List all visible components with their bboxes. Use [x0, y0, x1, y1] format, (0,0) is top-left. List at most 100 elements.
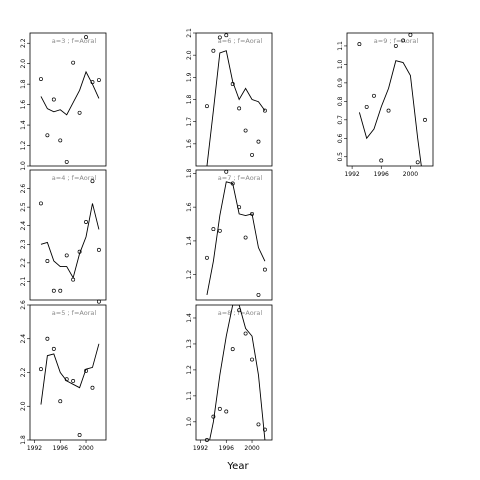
data-point	[237, 308, 242, 313]
fitted-line	[40, 343, 100, 405]
data-point	[408, 32, 413, 37]
data-point	[262, 267, 267, 272]
data-point	[45, 259, 50, 263]
data-point	[77, 249, 82, 254]
data-point	[256, 292, 261, 297]
data-point	[45, 336, 50, 341]
data-point	[237, 205, 242, 210]
panel-1: 1.0 1.2 1.4 1.6 1.8 2.0 2.2 a=3 ; f=Aoral	[20, 32, 107, 171]
data-point	[38, 367, 43, 372]
fitted-line	[206, 181, 266, 296]
panel-4: 1.6 1.7 1.8 1.9 2.0 2.1 a=6 ; f=Aoral	[186, 28, 273, 167]
y-tick-label: 1.4	[20, 120, 27, 130]
data-point	[217, 228, 222, 233]
panel-label: a=4 ; f=Aoral	[52, 174, 97, 182]
y-tick-label: 1.8	[20, 435, 27, 445]
panel-label: a=5 ; f=Aoral	[52, 309, 97, 317]
data-point	[262, 108, 267, 113]
data-point	[256, 139, 261, 144]
panel-label: a=3 ; f=Aoral	[52, 37, 97, 45]
y-tick-label: 0.9	[337, 78, 344, 88]
data-point	[77, 432, 82, 437]
data-point	[71, 277, 76, 282]
data-point	[71, 378, 76, 383]
data-point	[96, 299, 101, 304]
y-tick-label: 0.5	[337, 152, 344, 162]
data-point	[230, 347, 235, 352]
y-tick-label: 1.3	[186, 339, 193, 349]
y-tick-label: 1.0	[337, 59, 344, 69]
y-tick-label: 1.1	[186, 391, 193, 401]
panel-5: 1.2 1.4 1.6 1.8 a=7 ; f=Aoral	[186, 168, 273, 301]
data-point	[77, 110, 82, 115]
data-point	[393, 43, 398, 48]
data-point	[90, 179, 95, 184]
data-point	[204, 255, 209, 260]
y-tick-label: 0.8	[337, 96, 344, 106]
data-point	[250, 211, 254, 216]
data-point	[237, 106, 242, 111]
panel-frame	[346, 32, 434, 167]
y-tick-label: 1.0	[20, 161, 27, 171]
panel-label: a=7 ; f=Aoral	[218, 174, 263, 182]
y-tick-label: 2.1	[20, 276, 27, 286]
data-point	[204, 104, 209, 109]
data-point	[357, 42, 362, 47]
data-point	[372, 93, 376, 98]
data-point	[64, 159, 69, 164]
panel-2: 2.1 2.2 2.3 2.4 2.5 2.6 a=4 ; f=Aoral	[20, 169, 107, 301]
data-point	[224, 33, 229, 38]
data-point	[58, 138, 63, 143]
y-tick-label: 2.0	[20, 59, 27, 69]
y-tick-label: 1.6	[20, 100, 27, 110]
panel-label: a=8 ; f=Aoral	[218, 309, 263, 317]
data-point	[51, 288, 56, 293]
data-point	[243, 128, 248, 133]
y-tick-label: 1.2	[186, 270, 193, 280]
data-point	[217, 35, 222, 40]
y-tick-label: 1.8	[186, 95, 193, 105]
x-tick-label: 2000	[244, 445, 259, 452]
data-point	[211, 227, 216, 232]
fitted-line	[40, 70, 100, 116]
y-tick-label: 2.2	[20, 368, 27, 378]
data-point	[211, 414, 216, 419]
data-point	[224, 169, 229, 174]
data-point	[379, 158, 384, 163]
data-point	[58, 288, 63, 293]
panel-label: a=9 ; f=Aoral	[374, 37, 419, 45]
y-tick-label: 2.6	[20, 184, 27, 194]
panel-3: 1.8 2.0 2.2 2.4 2.6 1992 1996 2000 a=5 ; f=Aoral	[20, 299, 107, 452]
y-tick-label: 1.6	[186, 202, 193, 212]
data-point	[84, 35, 88, 40]
panel-frame	[29, 304, 107, 441]
data-point	[230, 82, 235, 86]
y-tick-label: 0.6	[337, 133, 344, 143]
y-tick-label: 1.7	[186, 117, 193, 127]
data-point	[415, 160, 420, 165]
x-axis-title: Year	[226, 461, 249, 472]
panel-frame	[195, 304, 273, 441]
y-tick-label: 2.2	[20, 38, 27, 48]
data-point	[204, 438, 209, 442]
y-tick-label: 0.7	[337, 115, 344, 125]
data-point	[262, 427, 267, 432]
fitted-line	[209, 305, 266, 440]
data-point	[84, 368, 88, 373]
data-point	[38, 201, 43, 206]
data-point	[96, 247, 101, 252]
y-tick-label: 2.0	[186, 50, 193, 60]
data-point	[401, 38, 406, 43]
y-tick-label: 1.1	[337, 41, 344, 51]
y-tick-label: 2.0	[20, 401, 27, 411]
y-tick-label: 1.0	[186, 417, 193, 427]
data-point	[45, 133, 50, 138]
y-tick-label: 1.8	[186, 168, 193, 178]
data-point	[250, 152, 254, 157]
data-point	[243, 235, 248, 240]
y-tick-label: 1.6	[186, 139, 193, 149]
x-tick-label: 1992	[193, 445, 208, 452]
data-point	[64, 253, 69, 258]
data-point	[364, 104, 369, 109]
data-point	[71, 60, 76, 65]
